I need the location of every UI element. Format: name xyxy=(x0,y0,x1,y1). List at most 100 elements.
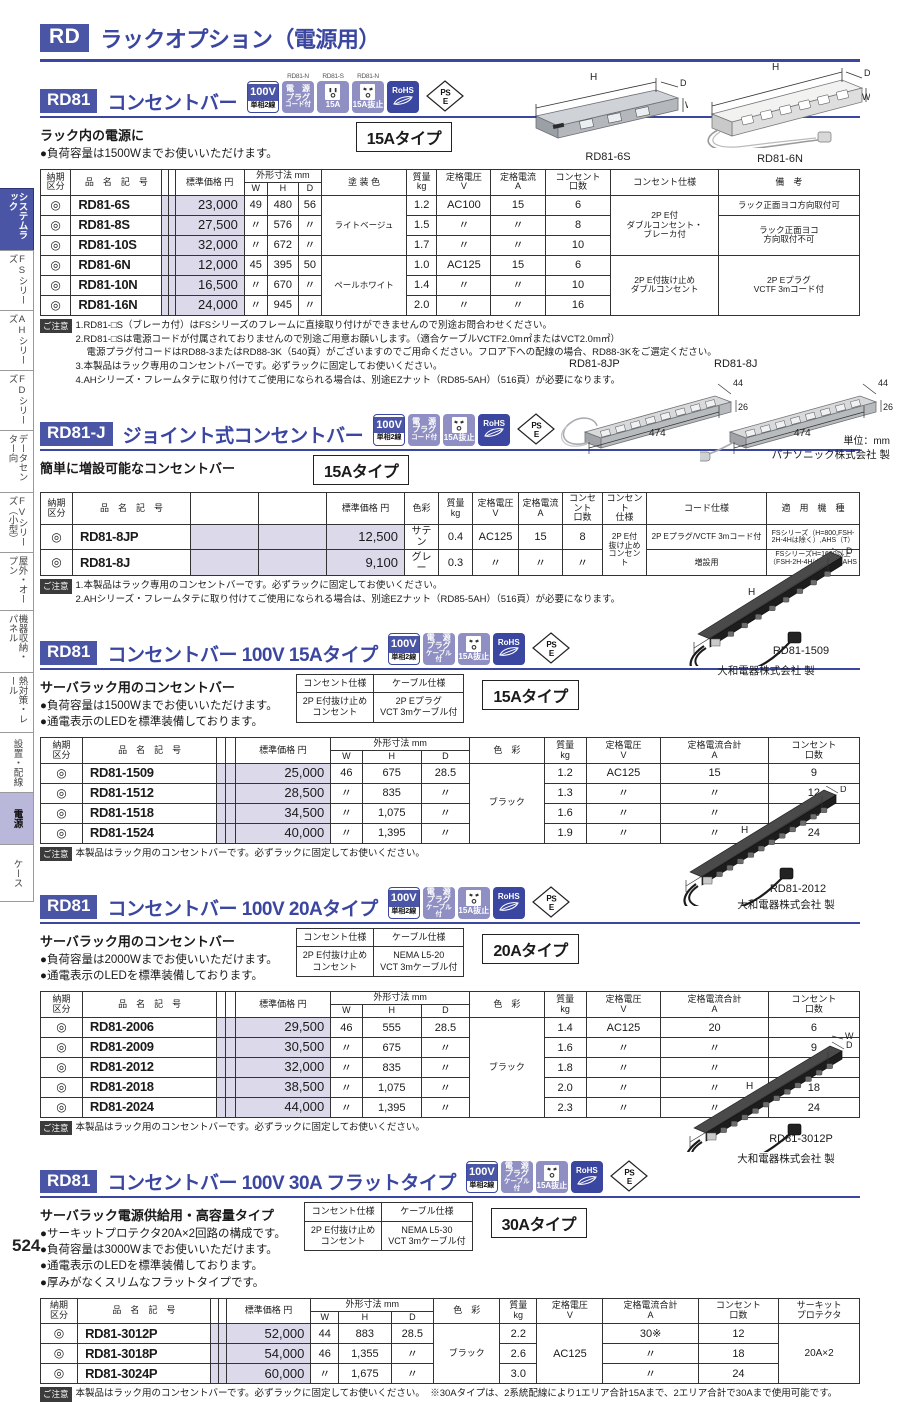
badge-wrapper: RoHS xyxy=(478,406,511,446)
cell-voltage: 〃 xyxy=(436,234,492,256)
sidebar-item-label: FDシリーズ xyxy=(6,374,28,425)
sidebar-item-label: FVシリーズ（小型） xyxy=(6,496,28,547)
sidebar-item-thermal-rail[interactable]: 熱対策・レール xyxy=(0,672,34,732)
plug-line2: プラグ xyxy=(504,1169,529,1179)
badge-wrapper: RoHS xyxy=(570,1153,603,1194)
col-h: H xyxy=(266,181,299,196)
sidebar-item-system-rack[interactable]: システムラック xyxy=(0,188,34,250)
text-column: サーバラック用のコンセントバー ●負荷容量は2000Wまでお使いいただけます。 ●通… xyxy=(40,924,278,984)
cell-blank1 xyxy=(161,254,169,276)
voltage-phase: 単相2線 xyxy=(250,101,276,109)
notice-line: 本製品はラック用のコンセントバーです。必ずラックに固定してお使いください。 ※3… xyxy=(75,1388,838,1400)
plug-line3: ケーブル付 xyxy=(425,903,452,918)
sidebar-item-case[interactable]: ケース xyxy=(0,844,34,902)
cell-model: RD81-3012P xyxy=(77,1323,211,1345)
cell-weight: 1.4 xyxy=(543,1017,587,1039)
spec-header-row: コンセント仕様 ケーブル仕様 xyxy=(303,1202,473,1222)
cell-color: サテン xyxy=(404,524,439,551)
type-badge-wrapper: 20Aタイプ xyxy=(482,934,579,965)
table-wrapper: 納期 区分品 名 記 号標準価格 円外形寸法 mm 色 彩質量 kg 定格電圧 V 定格電流… xyxy=(40,737,900,844)
table-row: ◎ RD81-8S 27,500 〃 576 〃 1.5 〃〃 8 ラック正面ヨコ 方向取付不可 xyxy=(39,214,861,256)
col-color: 色 彩 xyxy=(468,737,545,764)
leaf-icon xyxy=(577,1175,597,1187)
badge-wrapper: RoHS xyxy=(492,625,525,665)
cell-cord: 2P Eプラグ/VCTF 3mコード付 xyxy=(646,524,767,551)
product-table-rd81-30a: 納期 区分品 名 記 号標準価格 円外形寸法 mm 色 彩質量 kg 定格電圧 V 定格電流… xyxy=(39,1297,860,1385)
bullet-item: ●負荷容量は1500Wまでお使いいただけます。 xyxy=(40,699,278,712)
cell-remark: ラック正面ヨコ 方向取付不可 xyxy=(717,214,861,256)
voltage-value: 100V xyxy=(388,636,419,653)
section-rule xyxy=(40,448,860,451)
notice-text: 1.RD81-□S（ブレーカ付）はFSシリーズのフレームに直接取り付けができませ… xyxy=(76,319,717,388)
svg-text:E: E xyxy=(443,97,449,106)
figure-rd81-3012p: H D W RD81-3012P 大和電器株式会社 製 xyxy=(648,1031,884,1171)
page-number: 524 xyxy=(12,1236,41,1255)
figure-label: RD81-6N xyxy=(757,153,803,165)
col-spec: コンセント仕様 xyxy=(610,169,719,196)
sidebar-item-fv-series[interactable]: FVシリーズ（小型） xyxy=(0,492,34,552)
cell-h: 675 xyxy=(361,1037,422,1059)
sidebar-item-install-wiring[interactable]: 設置・配線 xyxy=(0,732,34,792)
plug-line1: 電 源 xyxy=(426,886,451,896)
cell-voltage: 〃 xyxy=(585,1097,662,1119)
type-label: 15Aタイプ xyxy=(355,122,453,152)
badge-caption xyxy=(402,73,404,80)
socket-icon xyxy=(544,1164,560,1181)
cell-weight: 0.3 xyxy=(438,549,473,577)
notice-block: ご注意 本製品はラック用のコンセントバーです。必ずラックに固定してお使いください。 xyxy=(40,1121,900,1136)
notice-line: 1.本製品はラック専用のコンセントバーです。必ずラックに固定してお使いください。 xyxy=(75,580,443,592)
leaf-icon xyxy=(498,647,519,658)
sidebar-item-fd-series[interactable]: FDシリーズ xyxy=(0,370,34,430)
bullet-item: ●厚みがなくスリムなフラットタイプです。 xyxy=(40,1276,265,1289)
sidebar-item-label: AHシリーズ xyxy=(6,314,28,365)
cell-model: RD81-10N xyxy=(70,274,163,296)
table-row: ◎ RD81-8JP 12,500 サテン 0.4 AC125 15 8 2P E付 抜け止め コン… xyxy=(40,524,860,577)
sidebar-item-equipment-panel[interactable]: 機器収納・パネル xyxy=(0,610,34,672)
plug-line3: コード付 xyxy=(284,100,311,108)
spec-value-row: 2P E付抜け止め コンセント 2P Eプラグ VCT 3mケーブル付 xyxy=(295,692,465,723)
voltage-phase: 単相2線 xyxy=(469,1181,495,1189)
cell-model: RD81-8S xyxy=(70,214,163,236)
cell-color: グレー xyxy=(404,549,439,577)
cell-weight: 1.2 xyxy=(405,194,438,216)
sidebar-item-outdoor-open[interactable]: 屋外・オープン xyxy=(0,552,34,610)
cell-outlets: 10 xyxy=(544,274,612,296)
outlet-icon: 15A抜止 xyxy=(443,413,476,446)
table-head: 納期 区分品 名 記 号標準価格 円外形寸法 mm 色 彩質量 kg 定格電圧 V 定格電流… xyxy=(39,1297,860,1325)
table-row: ◎ RD81-6N 12,000 45 395 50 ペールホワイト 1.0 AC125 15 6 2… xyxy=(39,254,861,316)
svg-text:S: S xyxy=(536,421,542,430)
cell-remark: 2P Eプラグ VCTF 3mコード付 xyxy=(717,254,861,316)
cell-voltage: AC125 xyxy=(585,1017,662,1039)
col-voltage: 定格電圧 V xyxy=(472,491,519,526)
table-wrapper: 納期 区分品 名 記 号標準価格 円外形寸法 mm 色 彩質量 kg 定格電圧 V 定格電流… xyxy=(40,991,900,1119)
cell-blank2 xyxy=(217,1363,227,1385)
cell-delivery: ◎ xyxy=(39,234,72,256)
socket-icon xyxy=(325,84,341,101)
product-table-rd81-15a: 納期 区分品 名 記 号標準価格 円外形寸法 mm 色 彩質量 kg 定格電圧 V 定格電流… xyxy=(40,737,861,844)
spec-value-cell: 2P Eプラグ VCT 3mケーブル付 xyxy=(373,692,465,723)
cell-blank2 xyxy=(217,1323,227,1345)
cell-delivery: ◎ xyxy=(39,194,72,216)
cell-blank2 xyxy=(167,194,176,216)
cell-w: 44 xyxy=(310,1323,340,1345)
plug-line2: プラグ xyxy=(285,92,310,102)
col-price: 標準価格 円 xyxy=(225,1297,312,1325)
cell-delivery: ◎ xyxy=(40,762,83,784)
sidebar-item-ah-series[interactable]: AHシリーズ xyxy=(0,310,34,370)
section-header: RD81-J ジョイント式コンセントバー 100V 単相2線 電 源プラグ コード付 … xyxy=(40,404,900,446)
sidebar-item-datacenter[interactable]: データセンター向 xyxy=(0,430,34,492)
table-body: ◎ RD81-3012P 52,000 44 883 28.5 ブラック 2.2 AC125 30… xyxy=(39,1323,860,1385)
sidebar: システムラック FSシリーズ AHシリーズ FDシリーズデータセンター向 FVシリーズ（… xyxy=(0,188,34,1088)
sidebar-item-power[interactable]: 電源 xyxy=(0,792,34,844)
plug-line2: プラグ xyxy=(412,425,437,435)
header-row-1: 納期 区分品 名 記 号標準価格 円外形寸法 mm 色 彩質量 kg 定格電圧 V 定格電流… xyxy=(39,1297,860,1325)
col-weight: 質量 kg xyxy=(543,737,587,764)
sidebar-item-fs-series[interactable]: FSシリーズ xyxy=(0,250,34,310)
bullet-item: ●負荷容量は1500Wまでお使いいただけます。 xyxy=(40,148,278,160)
header-row-1: 納期 区分品 名 記 号標準価格 円外形寸法 mm 色 彩質量 kg 定格電圧 V 定格電流… xyxy=(40,737,861,764)
col-weight: 質量 kg xyxy=(543,991,587,1019)
badge-wrapper: 15A抜止 xyxy=(457,879,490,920)
col-delivery: 納期 区分 xyxy=(39,1297,79,1325)
